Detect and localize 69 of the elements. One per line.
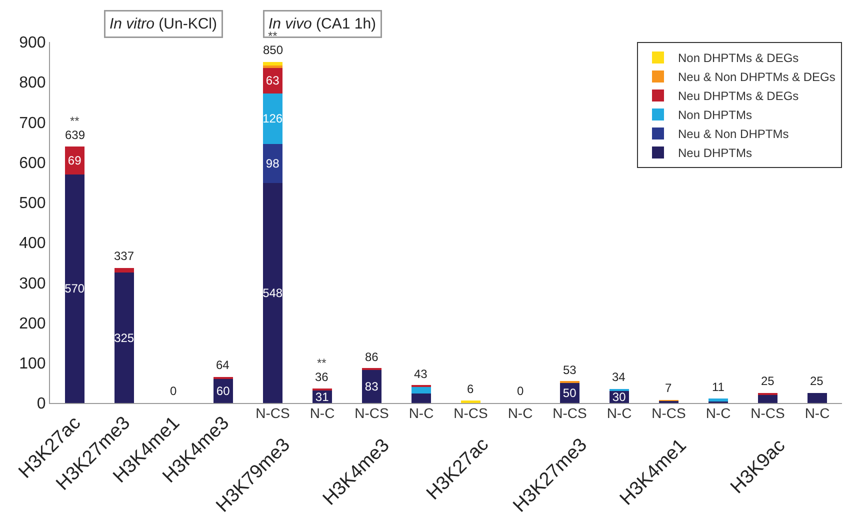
x-tick-label: N-C [606,405,632,421]
total-label: 0 [517,384,524,398]
total-label: 53 [563,363,577,377]
y-tick-label: 800 [19,74,46,92]
x-tick-label: N-CS [256,405,290,421]
bar [262,93,283,144]
bar [114,272,134,403]
total-label: 64 [216,358,230,372]
total-label: 6 [467,382,474,396]
data-label: 570 [64,282,85,296]
total-label: 25 [810,374,824,388]
x-tick-label: N-C [508,405,533,421]
data-label: 63 [266,74,280,88]
total-label: 34 [612,370,626,384]
total-label: 86 [365,350,379,364]
x-tick-label: N-CS [552,405,587,421]
data-label: 126 [262,112,283,126]
total-label: 43 [414,367,428,381]
y-tick-label: 400 [19,235,46,252]
x-tick-label: N-CS [652,405,686,421]
total-label: 11 [712,380,725,394]
y-tick-label: 300 [19,275,46,292]
bar [262,183,283,403]
total-label: 639 [65,128,86,142]
legend-label: Neu & Non DHPTMs & DEGs [678,70,836,84]
data-label: 69 [68,154,82,168]
total-label: 25 [761,374,775,388]
data-label: 548 [262,286,283,300]
data-label: 98 [266,156,280,171]
data-label: 325 [114,330,134,345]
x-tick-label: N-C [408,405,434,421]
y-tick-label: 500 [19,195,46,212]
bar [411,386,432,394]
total-label: 0 [170,384,177,398]
bar [807,392,828,403]
legend-label: Neu DHPTMs [678,146,752,160]
bar [708,398,728,402]
total-label: 850 [263,43,284,57]
x-tick-label: N-CS [354,405,389,421]
total-label: 337 [114,249,134,263]
legend-label: Neu & Non DHPTMs [678,127,789,142]
x-tick-label: N-C [310,405,335,421]
y-tick-label: 700 [19,114,46,132]
y-tick-label: 200 [19,315,46,332]
x-tick-label: N-CS [454,405,488,421]
total-label: 7 [665,381,672,395]
y-tick-label: 0 [36,396,46,413]
total-label: 36 [315,370,329,384]
legend-label: Non DHPTMs & DEGs [678,51,799,66]
y-tick-label: 600 [19,154,46,172]
data-label: 60 [216,384,230,398]
annotation: ** [70,114,80,128]
y-tick-label: 900 [19,34,46,52]
bar [262,62,283,66]
data-label: 50 [562,386,577,400]
data-label: 30 [612,390,626,404]
x-tick-label: N-CS [750,405,785,421]
legend-label: Neu DHPTMs & DEGs [678,89,799,104]
bar [411,393,432,403]
x-tick-label: N-C [804,405,830,421]
y-tick-label: 100 [19,355,46,372]
annotation: ** [317,356,327,370]
data-label: 83 [364,379,379,394]
data-label: 31 [315,390,330,404]
text: In vitro (Un-KCl) [110,16,218,32]
bar [64,174,85,403]
x-tick-label: N-C [706,405,731,421]
bar [114,268,134,273]
legend-label: Non DHPTMs [678,108,752,122]
